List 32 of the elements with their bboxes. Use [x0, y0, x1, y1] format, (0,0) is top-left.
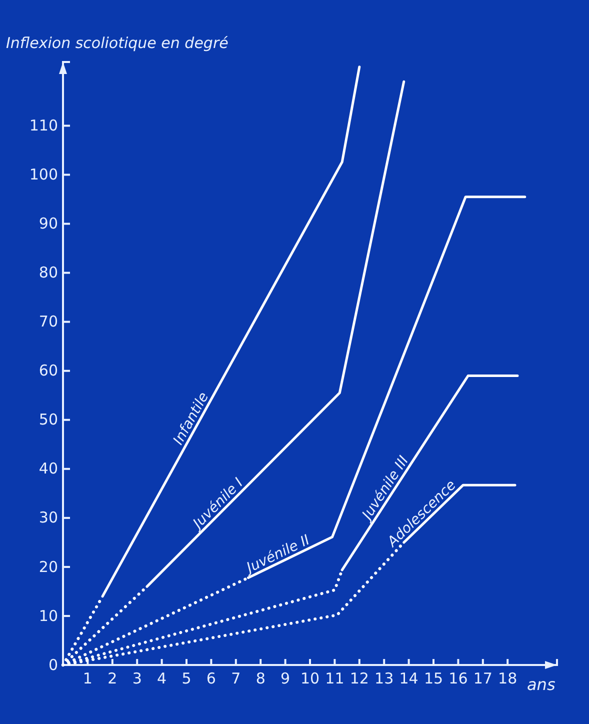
x-tick-label: 16 — [448, 670, 468, 688]
y-tick-label: 30 — [38, 508, 58, 527]
y-tick-label: 70 — [38, 312, 58, 331]
x-tick-label: 9 — [280, 670, 290, 688]
x-tick-label: 12 — [350, 670, 369, 688]
y-tick-label: 90 — [38, 214, 58, 233]
y-tick-label: 20 — [38, 558, 58, 576]
y-axis-title: Inflexion scoliotique en degré — [6, 34, 228, 52]
x-tick-label: 1 — [82, 670, 92, 688]
y-tick-label: 50 — [38, 410, 58, 429]
x-tick-label: 14 — [399, 670, 418, 688]
y-tick-label: 40 — [38, 460, 58, 478]
y-tick-label: 0 — [48, 656, 58, 674]
x-tick-label: 15 — [424, 670, 444, 688]
y-tick-label: 80 — [38, 264, 58, 282]
y-tick-label: 10 — [38, 606, 58, 625]
x-axis-title: ans — [527, 675, 556, 694]
x-tick-label: 4 — [157, 670, 167, 688]
x-tick-label: 13 — [374, 670, 394, 688]
y-tick-label: 60 — [38, 362, 58, 380]
x-tick-label: 2 — [108, 670, 118, 688]
y-tick-label: 110 — [29, 116, 58, 135]
x-tick-label: 3 — [132, 670, 142, 688]
x-tick-label: 11 — [325, 670, 344, 688]
x-tick-label: 10 — [300, 670, 320, 688]
x-tick-label: 5 — [182, 670, 192, 688]
x-tick-label: 7 — [231, 670, 241, 688]
x-tick-label: 8 — [256, 670, 266, 688]
x-tick-label: 6 — [206, 670, 216, 688]
x-tick-label: 18 — [498, 670, 518, 688]
x-tick-label: 17 — [473, 670, 492, 688]
y-tick-label: 100 — [29, 166, 58, 184]
